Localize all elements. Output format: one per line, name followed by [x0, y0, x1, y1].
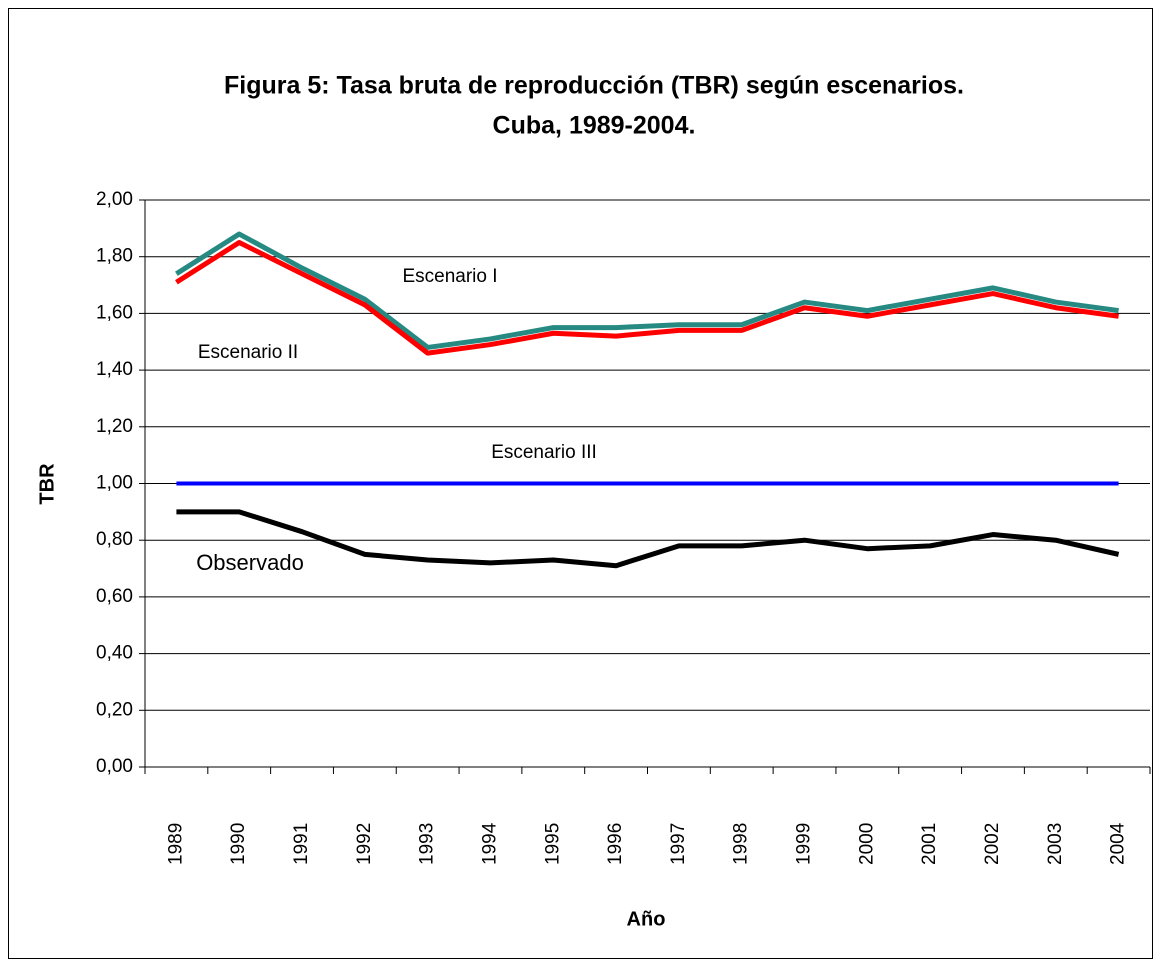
series-label: Escenario I [402, 266, 497, 287]
x-tick-label: 2003 [1045, 823, 1066, 865]
x-tick-label: 1989 [165, 823, 186, 865]
y-tick-label: 0,80 [96, 529, 133, 550]
x-tick-label: 1997 [668, 823, 689, 865]
x-tick-label: 1994 [479, 822, 500, 865]
series-line [175, 240, 1119, 356]
x-tick-label: 2004 [1108, 822, 1129, 865]
series-line [176, 509, 1120, 569]
y-tick-label: 0,40 [96, 643, 133, 664]
x-tick-label: 2002 [982, 823, 1003, 865]
x-tick-label: 2000 [856, 823, 877, 865]
series-label: Escenario III [491, 442, 597, 463]
x-tick-label: 1991 [291, 823, 312, 865]
y-tick-label: 1,40 [96, 359, 133, 380]
y-tick-label: 2,00 [96, 189, 133, 210]
y-tick-label: 1,60 [96, 302, 133, 323]
series-label: Observado [196, 550, 304, 575]
y-axis-title: TBR [36, 463, 58, 505]
x-tick-label: 1990 [228, 823, 249, 865]
x-tick-label: 1995 [542, 823, 563, 865]
series-label: Escenario II [198, 342, 298, 363]
y-tick-label: 1,20 [96, 416, 133, 437]
y-tick-label: 0,60 [96, 586, 133, 607]
y-tick-label: 0,00 [96, 756, 133, 777]
x-tick-label: 1993 [417, 823, 438, 865]
y-tick-label: 1,00 [96, 473, 133, 494]
chart-title: Cuba, 1989-2004. [493, 112, 696, 140]
y-tick-label: 0,20 [96, 699, 133, 720]
series-line [175, 231, 1119, 350]
x-tick-label: 1992 [354, 823, 375, 865]
chart-title: Figura 5: Tasa bruta de reproducción (TB… [224, 72, 964, 100]
x-tick-label: 2001 [919, 823, 940, 865]
x-tick-label: 1998 [731, 823, 752, 865]
y-tick-label: 1,80 [96, 246, 133, 267]
x-axis-title: Año [627, 908, 666, 930]
x-tick-label: 1996 [605, 823, 626, 865]
x-tick-label: 1999 [794, 823, 815, 865]
